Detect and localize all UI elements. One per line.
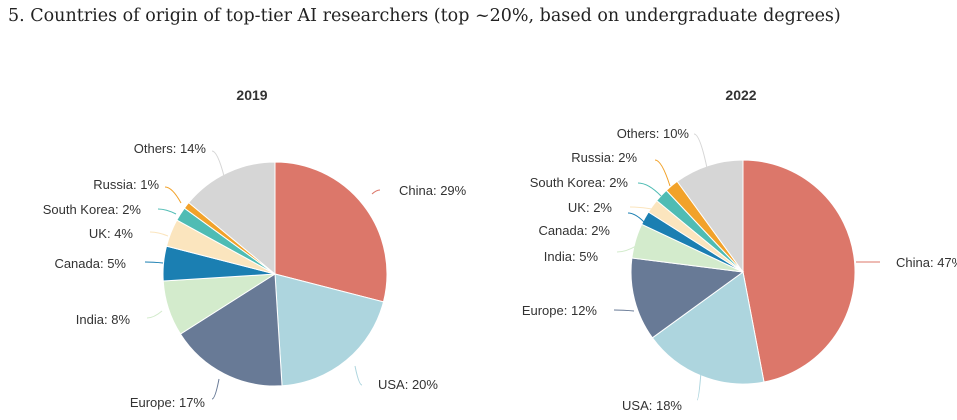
connector-2022-india [616, 245, 637, 253]
pie-slice-2019-europe[interactable] [179, 273, 283, 387]
slice-label-2022-others: Others: 10% [617, 126, 690, 141]
pie-labels-2019: China: 29% USA: 20% Europe: 17% India: 8% Ca… [43, 141, 467, 410]
chart-title-2022: 2022 [725, 87, 756, 103]
slice-label-2019-usa: USA: 20% [378, 377, 438, 392]
connector-2019-india [146, 310, 163, 319]
slice-label-2022-usa: USA: 18% [622, 398, 682, 413]
connector-2022-uk [629, 206, 653, 210]
connector-2022-south-korea [637, 182, 662, 197]
connector-2019-canada [144, 261, 164, 264]
slice-label-2022-india: India: 5% [544, 249, 599, 264]
slice-label-2019-others: Others: 14% [134, 141, 207, 156]
pie-slice-2019-china[interactable] [274, 161, 388, 303]
connector-2019-china [371, 189, 381, 195]
pie-slices-2022 [630, 159, 856, 385]
connector-2022-others [693, 133, 708, 169]
pie-slice-2022-usa[interactable] [651, 271, 765, 385]
slice-label-2019-canada: Canada: 5% [54, 256, 126, 271]
pie-chart-2019: 2019 China: 29% USA: 20% Europe: 17% India:… [43, 87, 467, 410]
pie-slice-2022-europe[interactable] [630, 257, 745, 339]
pie-slice-2022-china[interactable] [742, 159, 856, 383]
pie-chart-2022: 2022 China: 47% USA: 18% Europe: 12% India:… [522, 87, 957, 413]
slice-label-2022-europe: Europe: 12% [522, 303, 598, 318]
connector-2022-russia [654, 159, 671, 187]
pie-slices-2019 [162, 161, 388, 387]
connector-2022-usa [696, 371, 702, 401]
pie-labels-2022: China: 47% USA: 18% Europe: 12% India: 5% Ca… [522, 126, 957, 413]
slice-label-2022-china: China: 47% [896, 255, 957, 270]
slice-label-2019-south-korea: South Korea: 2% [43, 202, 142, 217]
connector-2019-usa [354, 365, 363, 386]
pie-slice-2019-others[interactable] [187, 161, 276, 276]
slice-label-2022-canada: Canada: 2% [538, 223, 610, 238]
slice-label-2019-russia: Russia: 1% [93, 177, 159, 192]
connector-2019-russia [164, 186, 182, 204]
connector-2022-europe [613, 309, 635, 312]
slice-label-2022-south-korea: South Korea: 2% [530, 175, 629, 190]
slice-label-2022-russia: Russia: 2% [571, 150, 637, 165]
connector-2019-europe [211, 378, 220, 400]
slice-label-2019-china: China: 29% [399, 183, 467, 198]
slice-label-2019-uk: UK: 4% [89, 226, 134, 241]
connector-2022-canada [627, 212, 645, 223]
connector-2019-uk [149, 231, 169, 237]
connector-2019-south-korea [157, 208, 177, 215]
page-heading: 5. Countries of origin of top-tier AI re… [8, 6, 841, 26]
connector-2019-others [211, 150, 225, 177]
chart-title-2019: 2019 [236, 87, 267, 103]
slice-label-2019-india: India: 8% [76, 312, 131, 327]
slice-label-2019-europe: Europe: 17% [130, 395, 206, 410]
pie-slice-2019-usa[interactable] [274, 273, 385, 387]
pie-slice-2022-others[interactable] [676, 159, 744, 274]
slice-label-2022-uk: UK: 2% [568, 200, 613, 215]
